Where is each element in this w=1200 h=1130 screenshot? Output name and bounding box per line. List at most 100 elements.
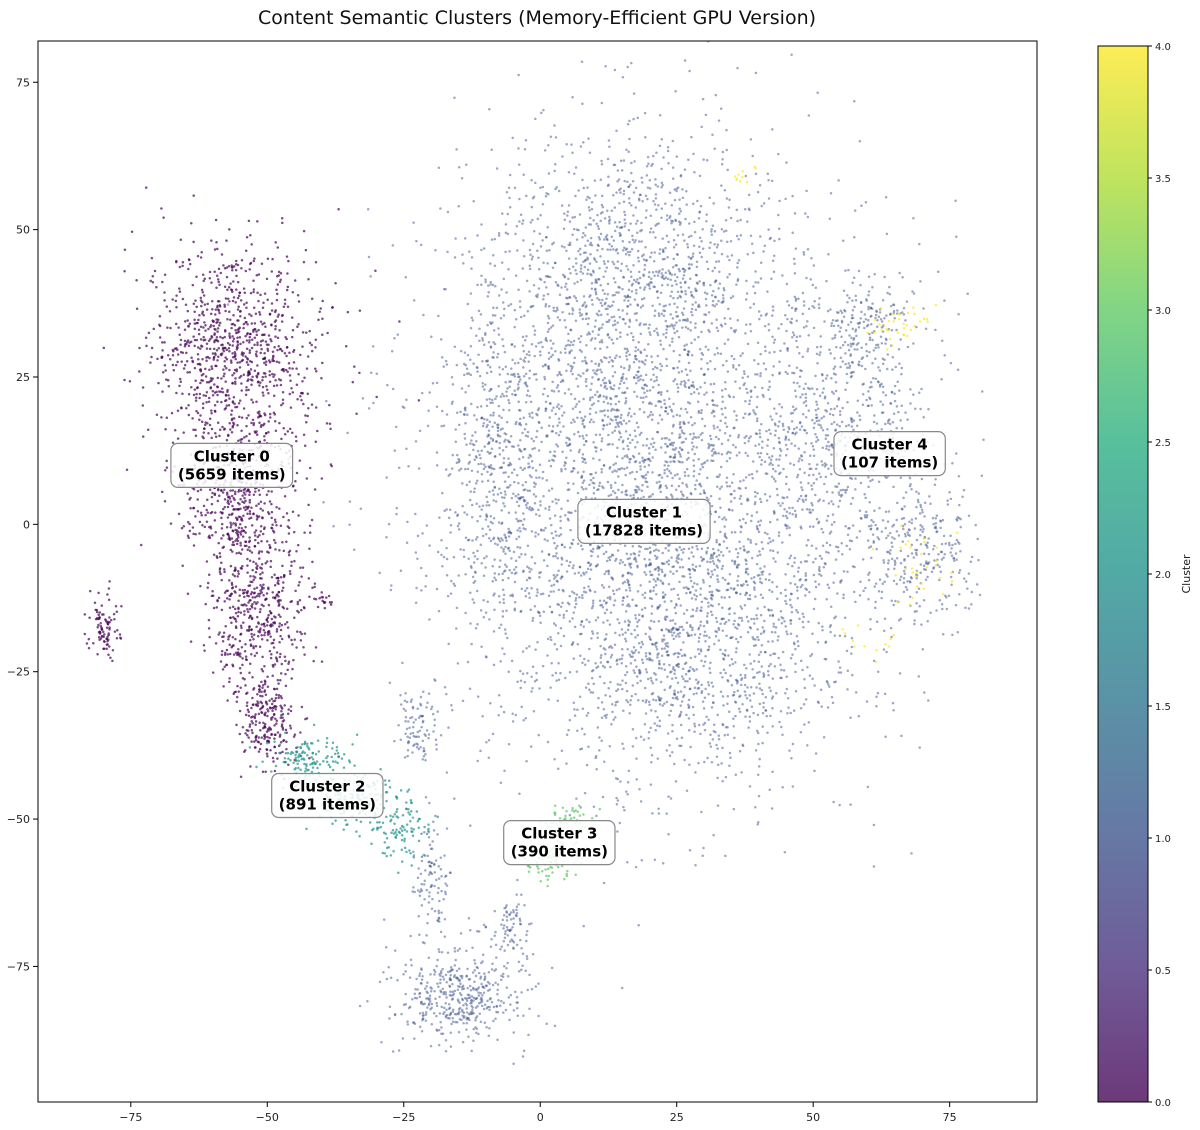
scatter-point-cluster-0 <box>287 634 291 638</box>
scatter-point-cluster-0 <box>231 335 234 338</box>
scatter-point-cluster-0 <box>318 310 321 313</box>
scatter-point-cluster-1 <box>699 433 702 436</box>
scatter-point-cluster-1 <box>706 568 710 571</box>
scatter-point-cluster-1 <box>555 501 558 505</box>
scatter-point-cluster-0 <box>261 655 264 659</box>
scatter-point-cluster-1 <box>600 716 604 720</box>
scatter-point-cluster-1 <box>614 481 617 485</box>
scatter-point-cluster-0 <box>259 530 263 533</box>
scatter-point-cluster-0 <box>254 571 258 574</box>
scatter-point-cluster-0 <box>273 373 276 376</box>
scatter-point-cluster-0 <box>280 403 283 407</box>
scatter-point-cluster-1 <box>756 823 759 826</box>
scatter-point-cluster-1 <box>611 364 614 368</box>
scatter-point-cluster-1 <box>544 526 547 530</box>
scatter-point-cluster-0 <box>150 346 154 350</box>
scatter-point-cluster-1 <box>753 291 757 295</box>
scatter-point-cluster-0 <box>285 740 288 743</box>
scatter-point-cluster-1 <box>648 389 652 392</box>
scatter-point-cluster-1 <box>644 712 648 715</box>
scatter-point-cluster-1 <box>615 557 618 561</box>
scatter-point-cluster-1 <box>707 718 710 721</box>
scatter-point-cluster-0 <box>238 360 242 364</box>
scatter-point-cluster-0 <box>248 313 251 316</box>
scatter-point-cluster-0 <box>209 337 212 341</box>
scatter-point-cluster-0 <box>223 505 227 509</box>
scatter-point-cluster-1 <box>639 468 642 471</box>
scatter-point-cluster-1 <box>507 743 511 746</box>
scatter-point-cluster-0 <box>310 403 314 406</box>
scatter-point-cluster-1 <box>565 733 569 737</box>
scatter-point-cluster-1 <box>576 430 580 434</box>
scatter-point-cluster-1 <box>791 564 794 568</box>
scatter-point-cluster-1 <box>421 532 424 535</box>
scatter-point-cluster-1 <box>625 358 629 361</box>
scatter-point-cluster-1 <box>666 475 669 478</box>
scatter-point-cluster-1 <box>649 726 652 730</box>
scatter-point-cluster-0 <box>135 278 138 282</box>
scatter-point-cluster-1 <box>590 554 593 558</box>
scatter-point-cluster-0 <box>301 566 305 569</box>
scatter-point-cluster-0 <box>242 287 246 290</box>
scatter-point-cluster-1 <box>583 356 587 359</box>
scatter-point-cluster-1 <box>660 406 663 409</box>
scatter-point-cluster-0 <box>224 309 227 313</box>
scatter-point-cluster-1 <box>442 555 446 559</box>
scatter-point-cluster-1 <box>529 454 533 458</box>
scatter-point-cluster-0 <box>190 356 193 359</box>
scatter-point-cluster-1 <box>690 384 693 387</box>
scatter-point-cluster-1 <box>496 429 500 433</box>
scatter-point-cluster-0 <box>260 347 263 351</box>
scatter-point-cluster-1 <box>750 242 754 246</box>
scatter-point-cluster-1 <box>707 348 710 351</box>
scatter-point-cluster-1 <box>361 397 365 400</box>
scatter-point-cluster-1 <box>628 137 631 141</box>
scatter-point-cluster-0 <box>273 705 276 708</box>
scatter-point-cluster-1 <box>601 795 605 799</box>
scatter-point-cluster-0 <box>103 633 106 636</box>
scatter-point-cluster-0 <box>244 713 248 717</box>
scatter-point-cluster-1 <box>592 402 596 405</box>
scatter-point-cluster-0 <box>207 327 210 331</box>
scatter-point-cluster-1 <box>588 398 592 402</box>
scatter-point-cluster-0 <box>194 428 197 432</box>
scatter-point-cluster-1 <box>414 601 418 605</box>
scatter-point-cluster-1 <box>671 634 674 637</box>
scatter-point-cluster-1 <box>602 586 606 589</box>
scatter-point-cluster-1 <box>476 519 479 523</box>
scatter-point-cluster-0 <box>228 680 231 684</box>
scatter-point-cluster-0 <box>181 264 184 268</box>
scatter-point-cluster-0 <box>266 710 270 713</box>
scatter-point-cluster-0 <box>113 630 117 633</box>
scatter-point-cluster-1 <box>809 511 813 514</box>
scatter-point-cluster-1 <box>325 399 328 403</box>
scatter-point-cluster-1 <box>571 642 574 646</box>
scatter-point-cluster-1 <box>745 434 748 438</box>
scatter-point-cluster-0 <box>256 220 259 223</box>
scatter-point-cluster-0 <box>294 435 298 438</box>
scatter-point-cluster-1 <box>721 413 724 416</box>
scatter-point-cluster-0 <box>344 345 348 348</box>
scatter-point-cluster-0 <box>186 371 189 374</box>
scatter-point-cluster-1 <box>763 565 766 568</box>
scatter-point-cluster-0 <box>297 373 300 376</box>
scatter-point-cluster-1 <box>566 210 570 214</box>
scatter-point-cluster-0 <box>218 311 221 315</box>
scatter-point-cluster-1 <box>568 813 572 817</box>
scatter-point-cluster-1 <box>851 524 855 527</box>
scatter-point-cluster-1 <box>711 409 715 413</box>
scatter-point-cluster-1 <box>573 467 576 470</box>
scatter-point-cluster-1 <box>643 591 647 595</box>
scatter-point-cluster-0 <box>260 591 263 594</box>
scatter-point-cluster-1 <box>661 551 664 555</box>
scatter-point-cluster-1 <box>752 617 756 621</box>
scatter-point-cluster-1 <box>713 414 716 418</box>
scatter-point-cluster-1 <box>576 643 580 646</box>
scatter-point-cluster-0 <box>199 325 203 329</box>
scatter-point-cluster-0 <box>210 411 213 415</box>
scatter-point-cluster-1 <box>627 411 631 415</box>
scatter-point-cluster-0 <box>120 604 123 608</box>
scatter-point-cluster-0 <box>245 604 248 607</box>
scatter-point-cluster-0 <box>248 339 251 342</box>
scatter-point-cluster-1 <box>535 435 538 439</box>
